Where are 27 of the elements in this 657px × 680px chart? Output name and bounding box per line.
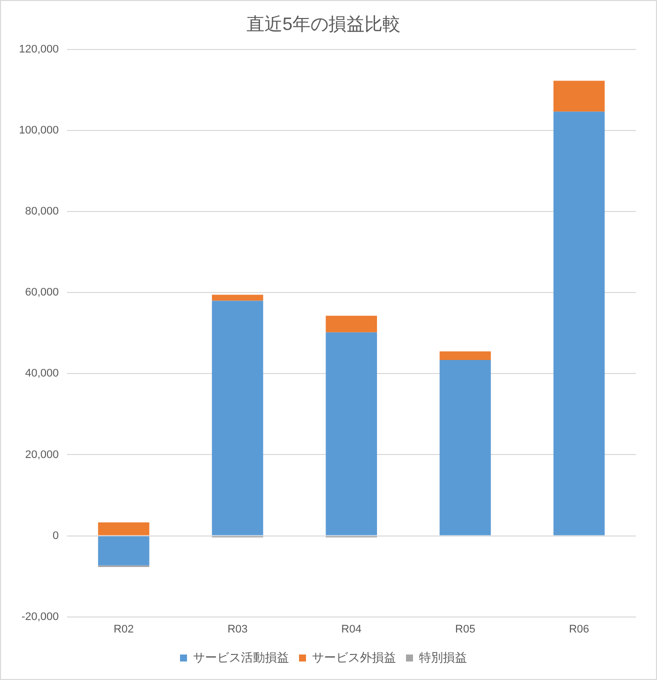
bar [553, 80, 605, 112]
legend-label: 特別損益 [419, 650, 467, 664]
y-tick-label: 40,000 [25, 368, 59, 380]
y-tick-label: 0 [52, 530, 59, 542]
bar [212, 300, 264, 536]
bar [326, 316, 377, 332]
bar [98, 522, 150, 536]
chart-title: 直近5年の損益比較 [246, 14, 401, 34]
y-tick-label: 80,000 [25, 206, 59, 218]
bar [98, 536, 150, 566]
bar [326, 332, 377, 536]
x-tick-label: R06 [568, 623, 590, 636]
y-tick-label: -20,000 [21, 610, 59, 623]
x-tick-label: R05 [455, 623, 476, 636]
bar [553, 112, 605, 536]
y-tick-label: 20,000 [25, 448, 59, 461]
y-tick-label: 100,000 [18, 124, 59, 137]
x-tick-label: R04 [341, 623, 362, 636]
x-tick-label: R03 [227, 623, 248, 636]
x-tick-label: R02 [114, 623, 134, 636]
bar [440, 360, 491, 536]
bar [212, 294, 264, 301]
bar [440, 351, 491, 360]
legend-label: サービス活動損益 [193, 650, 289, 664]
y-tick-label: 60,000 [25, 286, 59, 299]
legend-label: サービス外損益 [312, 650, 396, 664]
y-tick-label: 120,000 [18, 44, 59, 56]
